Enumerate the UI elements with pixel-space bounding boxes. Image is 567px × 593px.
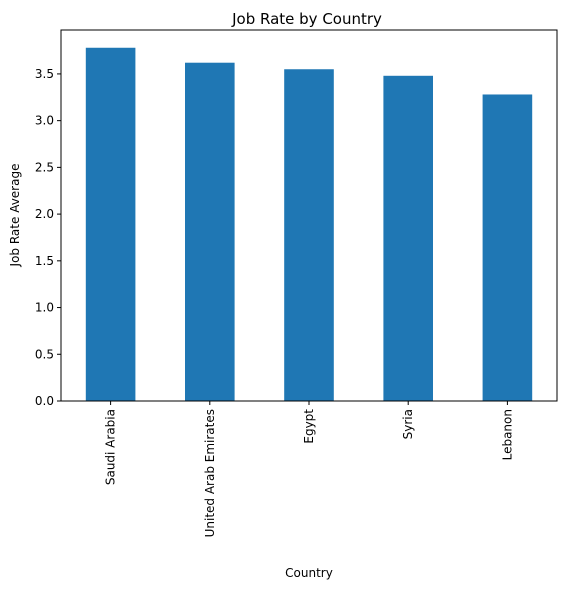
y-tick-label: 3.5 (35, 67, 54, 81)
bars-group (85, 47, 533, 402)
plot-frame (60, 29, 558, 402)
y-tick-label: 0.0 (35, 394, 54, 408)
y-tick-label: 2.5 (35, 160, 54, 174)
bar-lebanon (482, 94, 533, 401)
x-tick-label: Syria (401, 409, 415, 439)
bar-egypt (284, 69, 334, 402)
bar-saudi-arabia (85, 47, 136, 401)
x-tick-label: Lebanon (500, 409, 514, 460)
x-tick-label: Egypt (302, 409, 316, 444)
x-axis-label: Country (285, 566, 333, 580)
x-axis: Saudi Arabia United Arab Emirates Egypt Syr… (104, 401, 514, 537)
y-tick-label: 1.5 (35, 254, 54, 268)
y-axis-label: Job Rate Average (8, 164, 22, 268)
y-tick-label: 2.0 (35, 207, 54, 221)
y-tick-label: 0.5 (35, 347, 54, 361)
x-tick-label: United Arab Emirates (203, 409, 217, 537)
bar-syria (383, 75, 433, 402)
bar-united-arab-emirates (185, 62, 235, 401)
chart-title: Job Rate by Country (231, 10, 382, 28)
x-tick-label: Saudi Arabia (104, 409, 118, 485)
y-tick-label: 1.0 (35, 301, 54, 315)
y-tick-label: 3.0 (35, 114, 54, 128)
y-axis: 0.0 0.5 1.0 1.5 2.0 2.5 3.0 3.5 (35, 67, 61, 408)
